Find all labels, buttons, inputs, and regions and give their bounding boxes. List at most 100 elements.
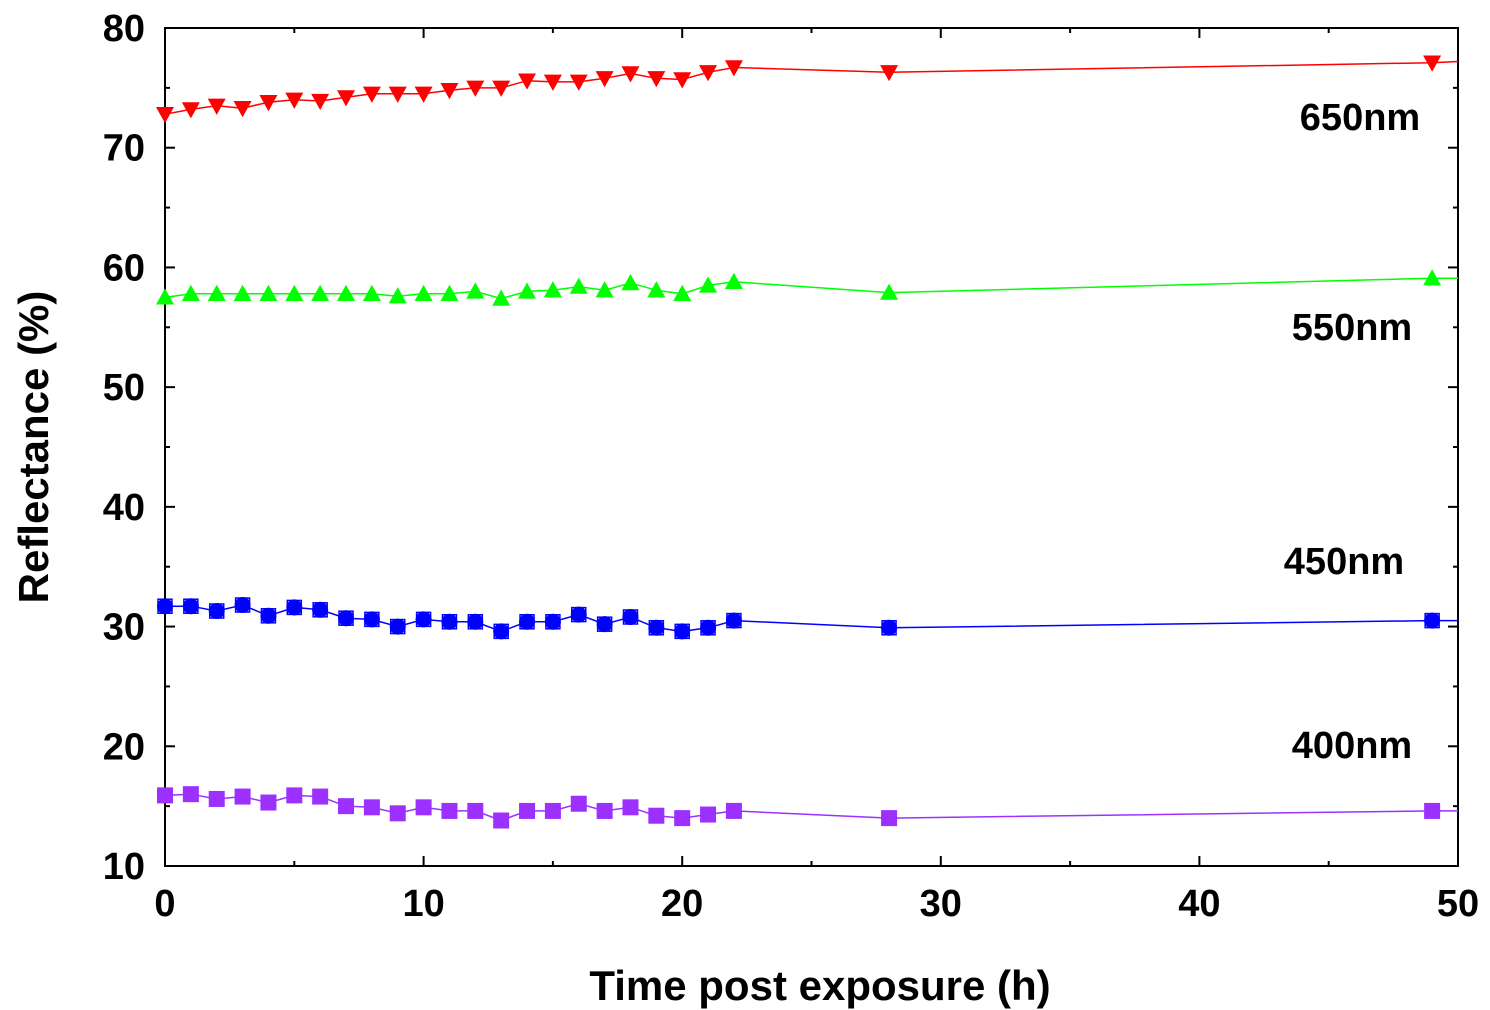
data-point	[440, 284, 459, 301]
data-point	[233, 284, 252, 301]
data-point	[467, 802, 484, 819]
data-point	[156, 288, 174, 305]
y-tick-label: 50	[103, 367, 145, 409]
data-point	[362, 86, 381, 103]
data-point	[700, 806, 717, 823]
data-point	[880, 65, 899, 82]
series-label-400nm: 400nm	[1292, 725, 1412, 767]
data-point	[260, 607, 277, 624]
data-point	[699, 65, 718, 82]
data-point	[492, 289, 511, 306]
data-point	[519, 802, 536, 819]
data-point	[493, 812, 510, 829]
data-point	[595, 281, 614, 298]
axis-ticks	[164, 27, 1459, 867]
x-axis-title: Time post exposure (h)	[589, 962, 1050, 1009]
data-point	[543, 281, 562, 298]
x-tick-label: 50	[1437, 883, 1479, 925]
data-point	[700, 619, 717, 636]
data-point	[157, 598, 173, 615]
data-point	[363, 611, 380, 628]
series-labels: 650nm 550nm 450nm 400nm	[1284, 97, 1420, 767]
data-point	[596, 616, 613, 633]
data-point	[518, 282, 537, 299]
series-label-450nm: 450nm	[1284, 541, 1404, 583]
y-tick-label: 30	[103, 607, 145, 649]
data-point	[441, 613, 458, 630]
series-label-550nm: 550nm	[1292, 307, 1412, 349]
data-point	[363, 799, 380, 816]
data-point	[362, 284, 381, 301]
y-tick-label: 10	[103, 846, 145, 888]
data-point	[389, 618, 406, 635]
data-point	[414, 284, 433, 301]
data-point	[286, 787, 303, 804]
data-point	[207, 98, 226, 115]
data-point	[673, 284, 692, 301]
data-point	[1424, 802, 1441, 819]
data-point	[260, 794, 277, 811]
data-point	[647, 281, 666, 298]
data-point	[622, 799, 639, 816]
data-point	[595, 71, 614, 88]
data-point	[1424, 612, 1441, 629]
y-axis-title: Reflectance (%)	[10, 291, 57, 604]
data-point	[621, 66, 640, 83]
data-point	[285, 284, 304, 301]
data-point	[337, 90, 356, 107]
series-layer	[156, 55, 1459, 829]
data-point	[388, 86, 407, 103]
data-point	[880, 283, 899, 300]
data-point	[286, 599, 303, 616]
data-point	[518, 73, 537, 90]
data-point	[724, 272, 743, 289]
data-point	[596, 802, 613, 819]
data-point	[1423, 55, 1442, 72]
data-point	[388, 287, 407, 304]
data-point	[415, 799, 432, 816]
data-point	[493, 623, 510, 640]
data-point	[181, 284, 200, 301]
y-tick-label: 80	[103, 8, 145, 50]
x-tick-label: 40	[1178, 883, 1220, 925]
data-point	[466, 282, 485, 299]
data-point	[181, 102, 200, 119]
data-point	[312, 601, 329, 618]
data-point	[233, 101, 252, 118]
data-point	[544, 613, 561, 630]
data-point	[699, 276, 718, 293]
data-point	[648, 807, 665, 824]
x-tick-label: 30	[920, 883, 962, 925]
y-tick-label: 60	[103, 247, 145, 289]
data-point	[570, 795, 587, 812]
x-tick-label: 10	[402, 883, 444, 925]
data-point	[389, 805, 406, 822]
data-point	[570, 606, 587, 623]
data-point	[311, 93, 330, 111]
data-point	[208, 603, 225, 620]
series-label-650nm: 650nm	[1300, 97, 1420, 139]
data-point	[674, 623, 691, 640]
data-point	[234, 597, 251, 614]
data-point	[569, 277, 588, 294]
data-point	[724, 60, 743, 77]
data-point	[338, 610, 355, 627]
data-point	[519, 613, 536, 630]
data-point	[544, 802, 561, 819]
data-point	[440, 83, 459, 100]
data-point	[673, 72, 692, 89]
series-550nm	[156, 269, 1458, 306]
data-point	[285, 92, 304, 109]
data-point	[881, 810, 898, 827]
data-point	[414, 86, 433, 103]
series-400nm	[157, 786, 1458, 829]
data-point	[622, 608, 639, 625]
series-450nm	[157, 597, 1458, 640]
data-point	[648, 619, 665, 636]
data-point	[156, 106, 174, 124]
data-point	[207, 284, 226, 301]
data-point	[337, 284, 356, 301]
data-point	[647, 71, 666, 88]
